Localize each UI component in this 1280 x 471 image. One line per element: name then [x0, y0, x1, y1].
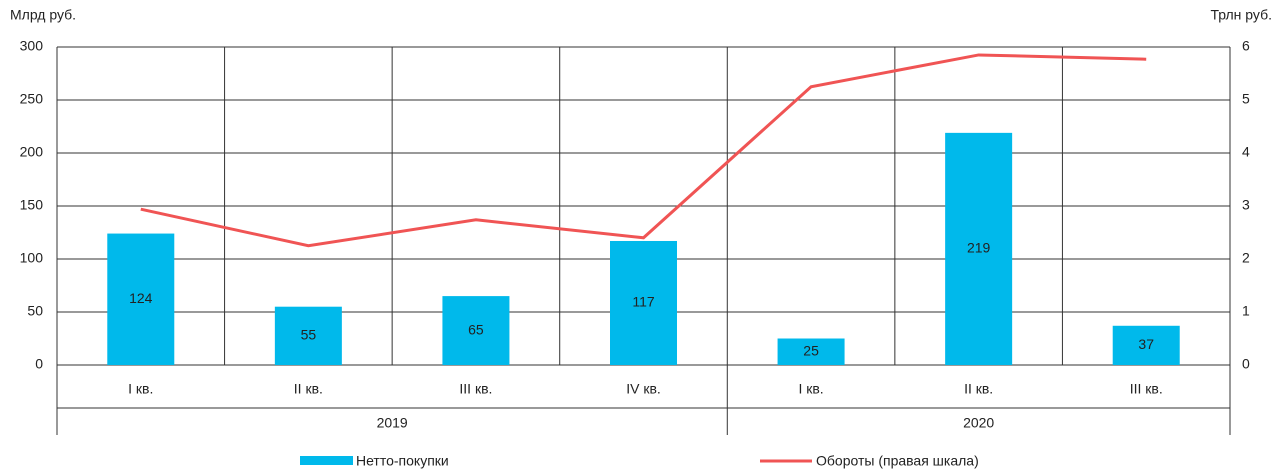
bar: [610, 240, 677, 365]
data-label: 219: [967, 240, 991, 256]
x-tick-label: I кв.: [798, 381, 823, 397]
y-tick-label: 200: [20, 144, 44, 160]
x-tick-label: III кв.: [1130, 381, 1163, 397]
y-tick-label: 250: [20, 91, 44, 107]
y2-axis-label: Трлн руб.: [1210, 7, 1272, 23]
bar: [442, 296, 510, 365]
y2-tick-label: 2: [1242, 250, 1250, 266]
bar: [777, 338, 845, 365]
data-label: 65: [468, 321, 484, 337]
y-tick-label: 300: [20, 38, 44, 54]
y2-tick-label: 6: [1242, 38, 1250, 54]
y-tick-label: 0: [35, 356, 43, 372]
y-tick-label: 150: [20, 197, 44, 213]
group-label: 2019: [377, 415, 408, 431]
data-label: 25: [803, 342, 819, 358]
bar: [945, 132, 1013, 365]
y-axis-label: Млрд руб.: [10, 7, 76, 23]
y2-tick-label: 1: [1242, 303, 1250, 319]
data-label: 37: [1138, 336, 1154, 352]
y-tick-label: 50: [27, 303, 43, 319]
y2-tick-label: 3: [1242, 197, 1250, 213]
bar: [274, 306, 342, 365]
x-tick-label: III кв.: [459, 381, 492, 397]
legend-label: Обороты (правая шкала): [816, 453, 979, 469]
x-tick-label: IV кв.: [626, 381, 661, 397]
data-label: 55: [301, 327, 317, 343]
data-label: 124: [129, 290, 153, 306]
line: [140, 53, 1147, 248]
bar: [107, 233, 175, 365]
legend-swatch: [300, 456, 353, 465]
x-tick-label: I кв.: [128, 381, 153, 397]
x-tick-label: II кв.: [964, 381, 993, 397]
bar: [1112, 325, 1180, 365]
legend-label: Нетто-покупки: [356, 453, 449, 469]
x-tick-label: II кв.: [294, 381, 323, 397]
data-label: 117: [632, 294, 655, 310]
y2-tick-label: 4: [1242, 144, 1250, 160]
y-tick-label: 100: [20, 250, 44, 266]
y2-tick-label: 0: [1242, 356, 1250, 372]
group-label: 2020: [963, 415, 994, 431]
y2-tick-label: 5: [1242, 91, 1250, 107]
